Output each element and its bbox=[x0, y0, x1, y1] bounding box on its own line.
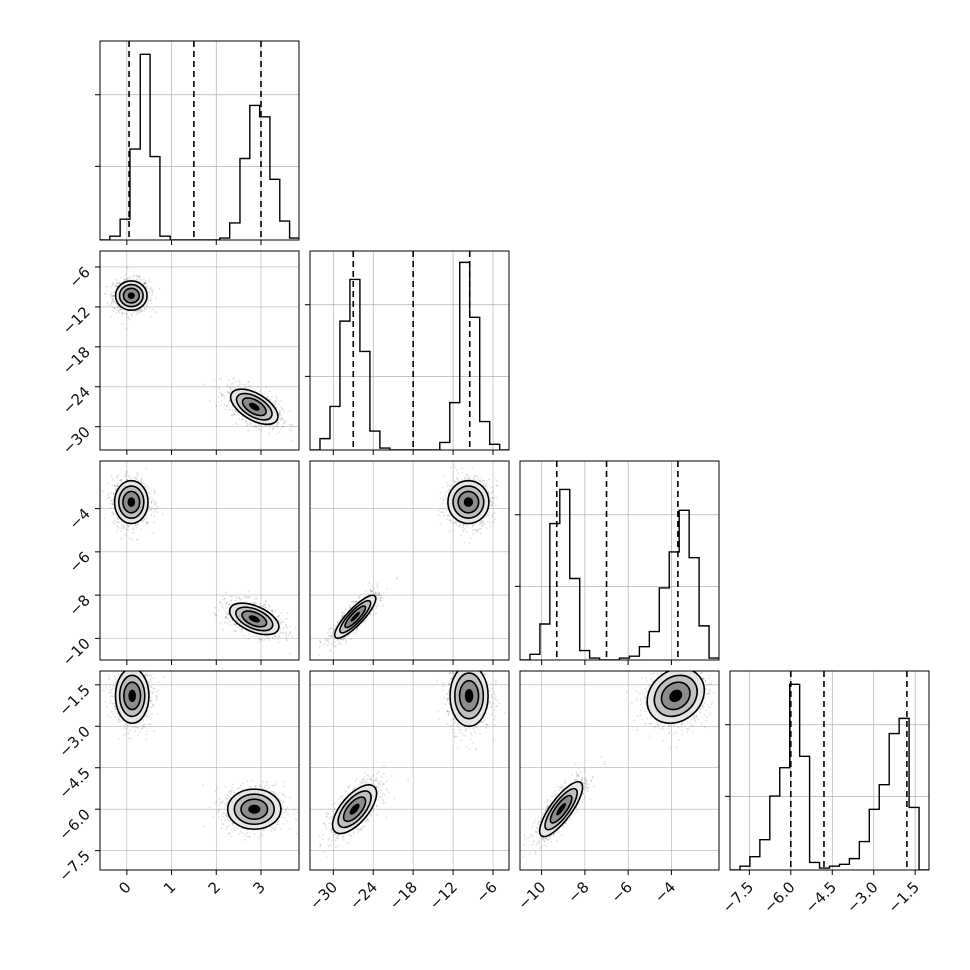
histogram-step bbox=[100, 53, 299, 240]
scatter-frame bbox=[99, 460, 300, 661]
scatter-panel-2-3 bbox=[519, 670, 720, 871]
scatter-frame bbox=[309, 460, 510, 661]
hist-panel-2 bbox=[515, 460, 720, 661]
density-contour-3 bbox=[464, 688, 474, 703]
density-contour-3 bbox=[127, 292, 135, 299]
scatter-frame bbox=[99, 670, 300, 871]
density-contour-3 bbox=[128, 689, 136, 703]
scatter-panel-0-2 bbox=[95, 460, 300, 661]
hist-panel-3 bbox=[725, 670, 930, 871]
scatter-frame bbox=[99, 250, 300, 451]
density-contour-3 bbox=[556, 802, 566, 816]
histogram-step bbox=[520, 488, 719, 660]
density-contour-3 bbox=[248, 615, 260, 623]
density-contour-3 bbox=[669, 689, 683, 703]
density-contour-3 bbox=[350, 611, 360, 622]
density-contour-3 bbox=[248, 402, 260, 411]
scatter-panel-1-3 bbox=[309, 670, 510, 871]
histogram-step bbox=[730, 683, 929, 870]
scatter-panel-0-3 bbox=[95, 670, 300, 871]
scatter-frame bbox=[519, 670, 720, 871]
panels bbox=[95, 40, 930, 875]
hist-panel-1 bbox=[305, 250, 510, 451]
hist-frame bbox=[309, 250, 510, 451]
density-contour-3 bbox=[349, 803, 360, 815]
hist-frame bbox=[519, 460, 720, 661]
density-contour-3 bbox=[463, 497, 474, 507]
scatter-panel-1-2 bbox=[309, 460, 510, 661]
density-contour-3 bbox=[248, 804, 261, 814]
density-contour-3 bbox=[127, 497, 136, 507]
scatter-frame bbox=[309, 670, 510, 871]
hist-frame bbox=[99, 40, 300, 241]
histogram-step bbox=[310, 261, 509, 450]
hist-panel-0 bbox=[95, 40, 300, 241]
hist-frame bbox=[729, 670, 930, 871]
scatter-panel-0-1 bbox=[95, 250, 300, 451]
